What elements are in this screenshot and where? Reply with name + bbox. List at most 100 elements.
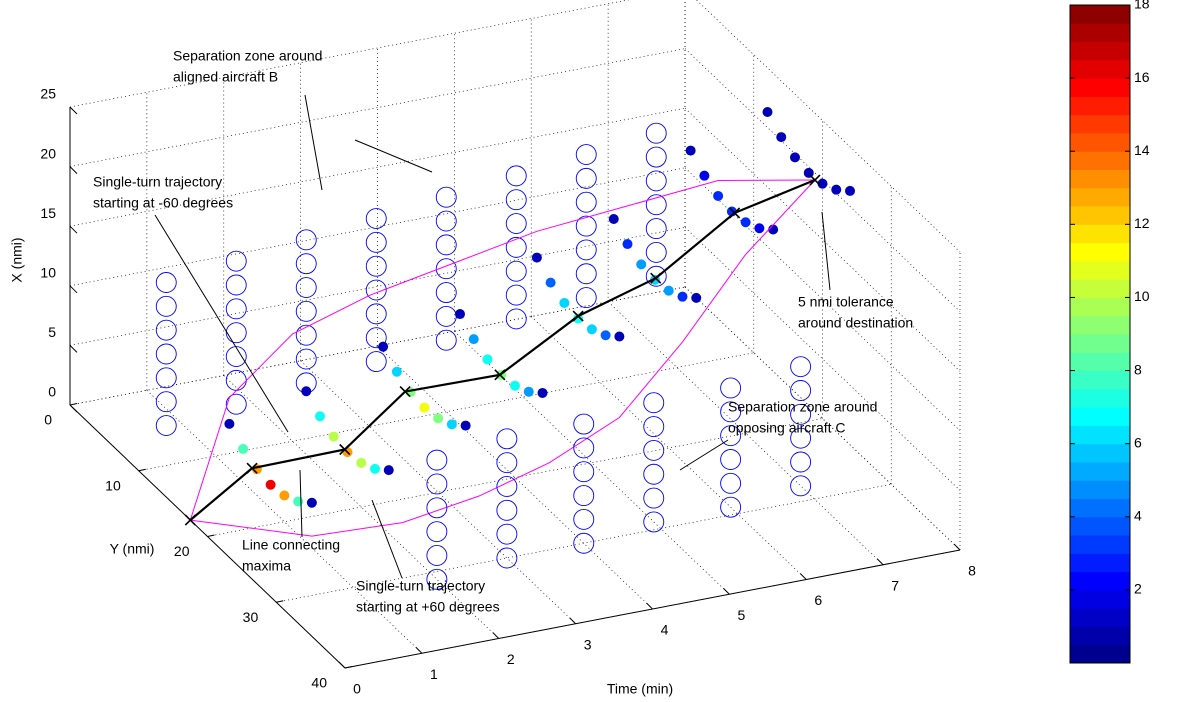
colorbar-band: [1070, 553, 1130, 573]
colorbar-band: [1070, 608, 1130, 627]
annotation: 5 nmi tolerance: [798, 294, 894, 310]
annotation-leader: [154, 214, 289, 433]
colorbar-band: [1070, 242, 1130, 262]
reach-point: [370, 463, 380, 474]
maxima-marker: [494, 369, 506, 381]
separation-circle: [790, 427, 812, 449]
annotation: Single-turn trajectory: [356, 578, 485, 594]
separation-circle: [225, 393, 247, 415]
trajectory-line: [189, 179, 815, 521]
colorbar-band: [1070, 461, 1130, 481]
separation-circle: [573, 461, 595, 483]
z-tick: [69, 285, 78, 294]
separation-circle: [645, 241, 667, 263]
reach-point: [419, 402, 430, 413]
reach-point: [433, 413, 444, 424]
separation-circle: [496, 547, 518, 569]
trajectory-line: [190, 179, 816, 537]
colorbar-tick-label: 18: [1134, 0, 1150, 12]
separation-circle: [720, 425, 742, 447]
separation-circle: [225, 250, 247, 272]
x-tick: [876, 558, 884, 566]
colorbar-band: [1070, 132, 1130, 152]
annotation-leader: [354, 139, 433, 173]
separation-circle: [505, 260, 527, 282]
x-tick-label: 0: [353, 681, 361, 697]
colorbar-band: [1070, 59, 1130, 79]
grid-line: [684, 107, 961, 372]
annotation-leader: [299, 469, 303, 538]
reach-point: [740, 217, 751, 228]
reach-point: [713, 190, 724, 201]
separation-circle: [496, 452, 518, 474]
separation-circle: [295, 348, 317, 370]
colorbar-band: [1070, 260, 1130, 280]
separation-circle: [155, 272, 177, 293]
separation-circle: [573, 485, 595, 507]
separation-circle: [155, 415, 177, 436]
separation-circle: [643, 511, 665, 533]
reach-point: [265, 479, 276, 490]
separation-circle: [573, 532, 595, 554]
separation-circle: [575, 167, 597, 189]
z-tick: [69, 404, 78, 413]
reach-point: [537, 387, 548, 398]
maxima-marker: [809, 174, 821, 186]
reach-point: [768, 224, 779, 235]
reach-point: [845, 185, 855, 196]
colorbar-band: [1070, 334, 1130, 353]
colorbar-band: [1070, 23, 1130, 43]
separation-circle: [426, 497, 448, 519]
z-tick-label: 25: [40, 86, 56, 102]
separation-circle: [575, 263, 597, 285]
x-tick: [569, 617, 576, 625]
colorbar-tick-label: 4: [1134, 507, 1142, 523]
reach-point: [328, 431, 339, 442]
separation-circle: [435, 329, 457, 351]
separation-circle: [426, 473, 448, 495]
y-tick-label: 10: [105, 477, 121, 493]
trajectory-line: [189, 178, 816, 521]
reach-point: [383, 465, 394, 476]
maxima-marker: [246, 462, 258, 474]
reach-point: [446, 419, 457, 430]
separation-circle: [790, 475, 812, 497]
colorbar-tick-label: 12: [1134, 215, 1150, 231]
reach-point: [306, 497, 317, 508]
y-axis-label: Y (nmi): [110, 541, 155, 557]
separation-circle: [496, 476, 518, 497]
maxima-marker: [339, 443, 351, 456]
maxima-marker: [572, 310, 584, 322]
colorbar-band: [1070, 352, 1130, 372]
colorbar-band: [1070, 114, 1130, 134]
separation-circle: [720, 496, 742, 518]
x-tick: [723, 587, 730, 595]
reach-point: [523, 386, 534, 397]
reach-point: [608, 213, 619, 224]
maxima-marker: [729, 207, 741, 219]
x-tick-label: 6: [814, 592, 822, 608]
separation-circle: [295, 229, 317, 251]
x-tick: [338, 661, 346, 669]
grid-line: [69, 48, 686, 167]
y-tick: [276, 600, 284, 603]
reach-point: [817, 178, 828, 189]
reach-point: [776, 132, 787, 143]
colorbar-tick-label: 14: [1134, 142, 1150, 158]
separation-circle: [426, 521, 448, 543]
separation-circle: [435, 210, 457, 232]
reach-point: [378, 341, 389, 352]
y-tick-label: 30: [243, 609, 259, 625]
x-tick: [646, 602, 653, 610]
reach-point: [301, 386, 312, 397]
colorbar-band: [1070, 315, 1130, 335]
maxima-marker: [184, 514, 196, 526]
separation-circle: [645, 146, 667, 168]
annotation-leader: [371, 499, 403, 579]
separation-circle: [643, 463, 665, 485]
separation-circle: [573, 413, 595, 435]
x-tick-label: 5: [737, 607, 745, 623]
annotation: maxima: [242, 558, 291, 574]
x-tick-label: 3: [584, 636, 592, 652]
reach-point: [677, 291, 688, 302]
